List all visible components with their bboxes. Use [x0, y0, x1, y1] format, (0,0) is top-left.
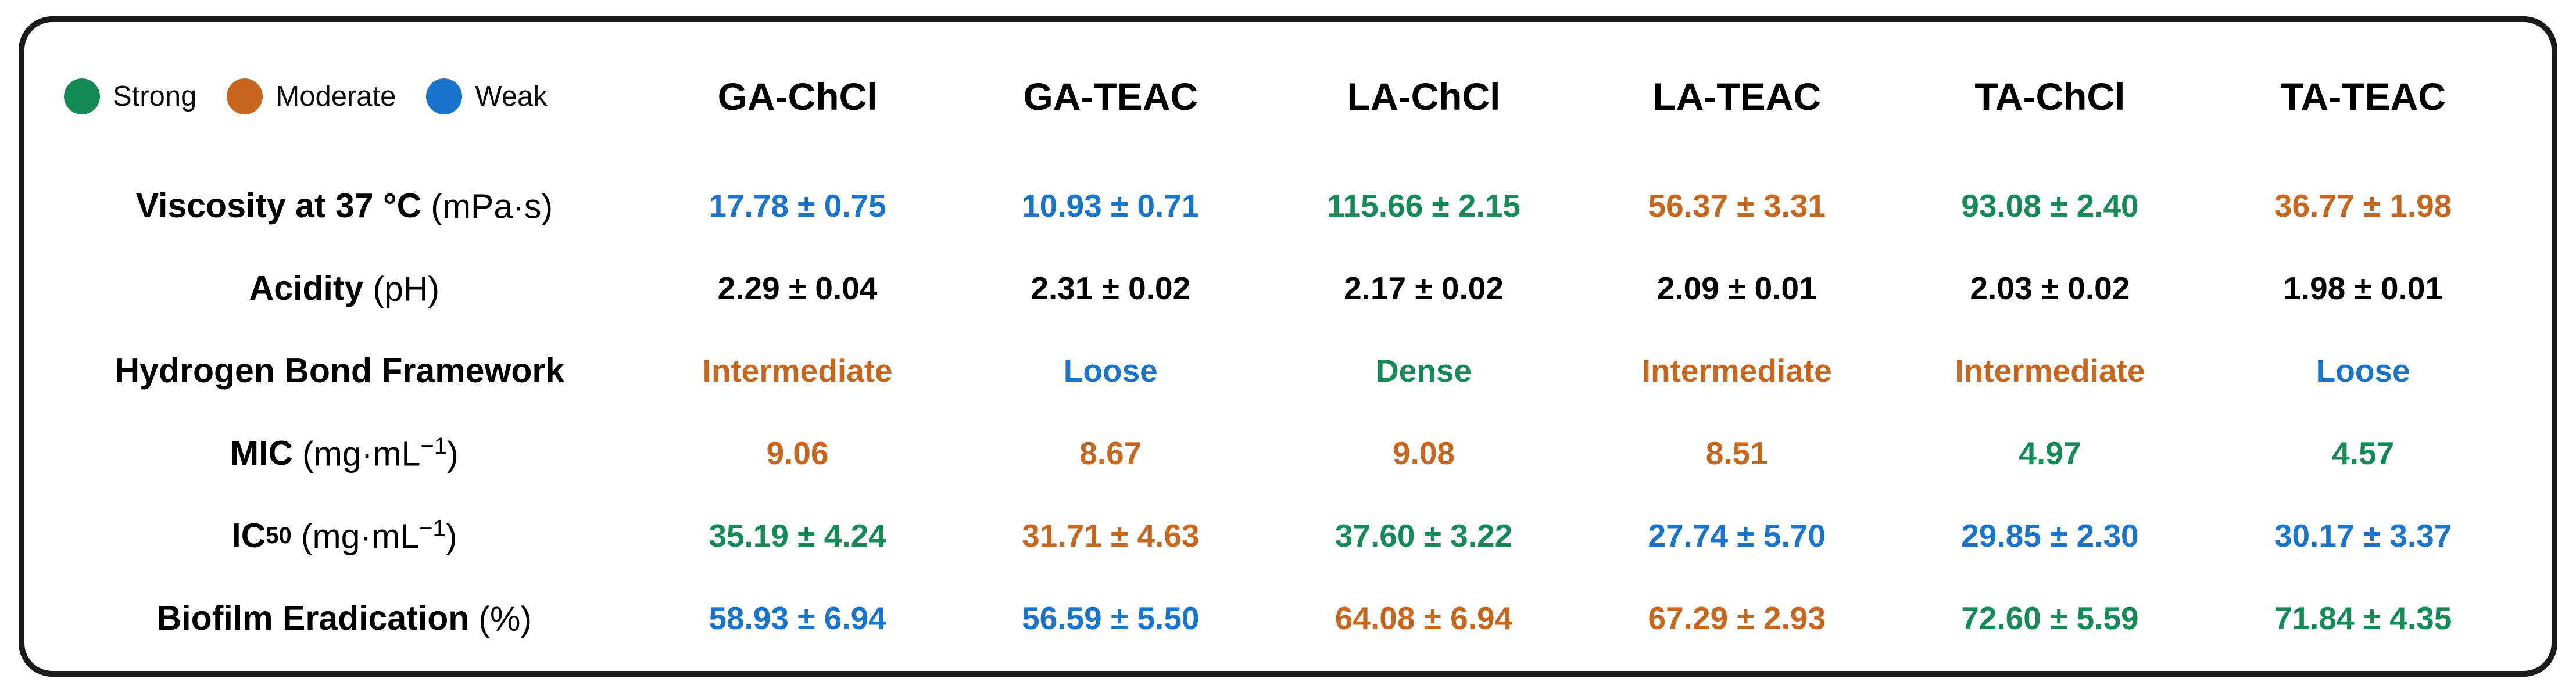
table-cell: 2.17 ± 0.02 — [1344, 270, 1504, 306]
row-label-acidity: Acidity (pH) — [48, 268, 641, 309]
table-cell: 9.06 — [766, 435, 829, 471]
row-label-text: Hydrogen Bond Framework — [115, 351, 565, 390]
table-cell: 2.29 ± 0.04 — [717, 270, 878, 306]
table-cell: 56.37 ± 3.31 — [1648, 188, 1826, 224]
table-cell: 2.09 ± 0.01 — [1656, 270, 1817, 306]
row-label-ic50: IC 50 (mg·mL−1) — [48, 515, 641, 556]
table-cell: 56.59 ± 5.50 — [1022, 600, 1200, 636]
table-cell: 17.78 ± 0.75 — [709, 188, 886, 224]
legend-item-moderate: Moderate — [227, 78, 396, 114]
column-header-ga-teac: GA-TEAC — [1023, 74, 1198, 118]
row-unit: (%) — [478, 599, 532, 638]
table-cell: 58.93 ± 6.94 — [709, 600, 886, 636]
table-cell: 1.98 ± 0.01 — [2283, 270, 2443, 306]
legend-item-weak: Weak — [426, 78, 548, 114]
row-label-text: IC — [231, 516, 266, 555]
table-cell: 67.29 ± 2.93 — [1648, 600, 1826, 636]
legend-label-strong: Strong — [113, 80, 197, 112]
table-cell: Loose — [2316, 353, 2410, 389]
legend-swatch-moderate — [227, 78, 263, 114]
table-cell: Loose — [1063, 353, 1158, 389]
table-cell: 37.60 ± 3.22 — [1334, 518, 1513, 554]
table-cell: 2.03 ± 0.02 — [1970, 270, 2130, 306]
table-cell: 72.60 ± 5.59 — [1961, 600, 2139, 636]
row-unit: (mg·mL−1) — [302, 432, 459, 473]
legend-item-strong: Strong — [64, 78, 196, 114]
row-label-text: Acidity — [249, 269, 364, 307]
table-cell: Dense — [1375, 353, 1472, 389]
table-cell: 2.31 ± 0.02 — [1031, 270, 1191, 306]
table-cell: 30.17 ± 3.37 — [2274, 518, 2452, 554]
table-cell: Intermediate — [702, 353, 893, 389]
table-cell: 27.74 ± 5.70 — [1648, 518, 1826, 554]
row-label-subscript: 50 — [266, 522, 292, 548]
table-cell: Intermediate — [1955, 353, 2145, 389]
row-label-viscosity: Viscosity at 37 °C (mPa·s) — [48, 185, 641, 227]
table-cell: 9.08 — [1392, 435, 1455, 471]
row-unit: (mg·mL−1) — [300, 515, 457, 556]
column-header-la-chcl: LA-ChCl — [1347, 74, 1501, 118]
column-header-ta-chcl: TA-ChCl — [1974, 74, 2126, 118]
table-cell: 115.66 ± 2.15 — [1327, 188, 1520, 224]
row-label-text: MIC — [230, 434, 294, 472]
row-label-text: Biofilm Eradication — [156, 599, 470, 637]
table-cell: 93.08 ± 2.40 — [1961, 188, 2139, 224]
legend-swatch-strong — [64, 78, 100, 114]
table-cell: 31.71 ± 4.63 — [1022, 518, 1200, 554]
row-label-biofilm-eradication: Biofilm Eradication (%) — [48, 598, 641, 639]
table-cell: Intermediate — [1641, 353, 1832, 389]
table-cell: 29.85 ± 2.30 — [1961, 518, 2139, 554]
column-header-ta-teac: TA-TEAC — [2280, 74, 2446, 118]
table-cell: 64.08 ± 6.94 — [1334, 600, 1513, 636]
row-unit: (mPa·s) — [431, 187, 553, 226]
row-unit: (pH) — [373, 270, 440, 308]
row-label-hydrogen-bond-framework: Hydrogen Bond Framework — [48, 351, 641, 390]
column-header-la-teac: LA-TEAC — [1652, 74, 1822, 118]
legend-label-moderate: Moderate — [276, 80, 396, 112]
properties-table: Strong Moderate Weak GA-ChCl GA-TEAC LA-… — [24, 22, 2552, 671]
table-cell: 4.57 — [2332, 435, 2395, 471]
figure-panel: Strong Moderate Weak GA-ChCl GA-TEAC LA-… — [19, 16, 2557, 677]
table-cell: 36.77 ± 1.98 — [2274, 188, 2452, 224]
table-cell: 10.93 ± 0.71 — [1022, 188, 1200, 224]
table-cell: 8.51 — [1705, 435, 1768, 471]
table-cell: 8.67 — [1079, 435, 1142, 471]
column-header-ga-chcl: GA-ChCl — [717, 74, 878, 118]
table-cell: 71.84 ± 4.35 — [2274, 600, 2452, 636]
legend-swatch-weak — [426, 78, 463, 114]
row-label-mic: MIC (mg·mL−1) — [48, 433, 641, 474]
table-cell: 4.97 — [2019, 435, 2081, 471]
table-cell: 35.19 ± 4.24 — [709, 518, 886, 554]
legend-label-weak: Weak — [475, 80, 548, 112]
legend: Strong Moderate Weak — [48, 78, 641, 114]
row-label-text: Viscosity at 37 °C — [135, 186, 422, 225]
